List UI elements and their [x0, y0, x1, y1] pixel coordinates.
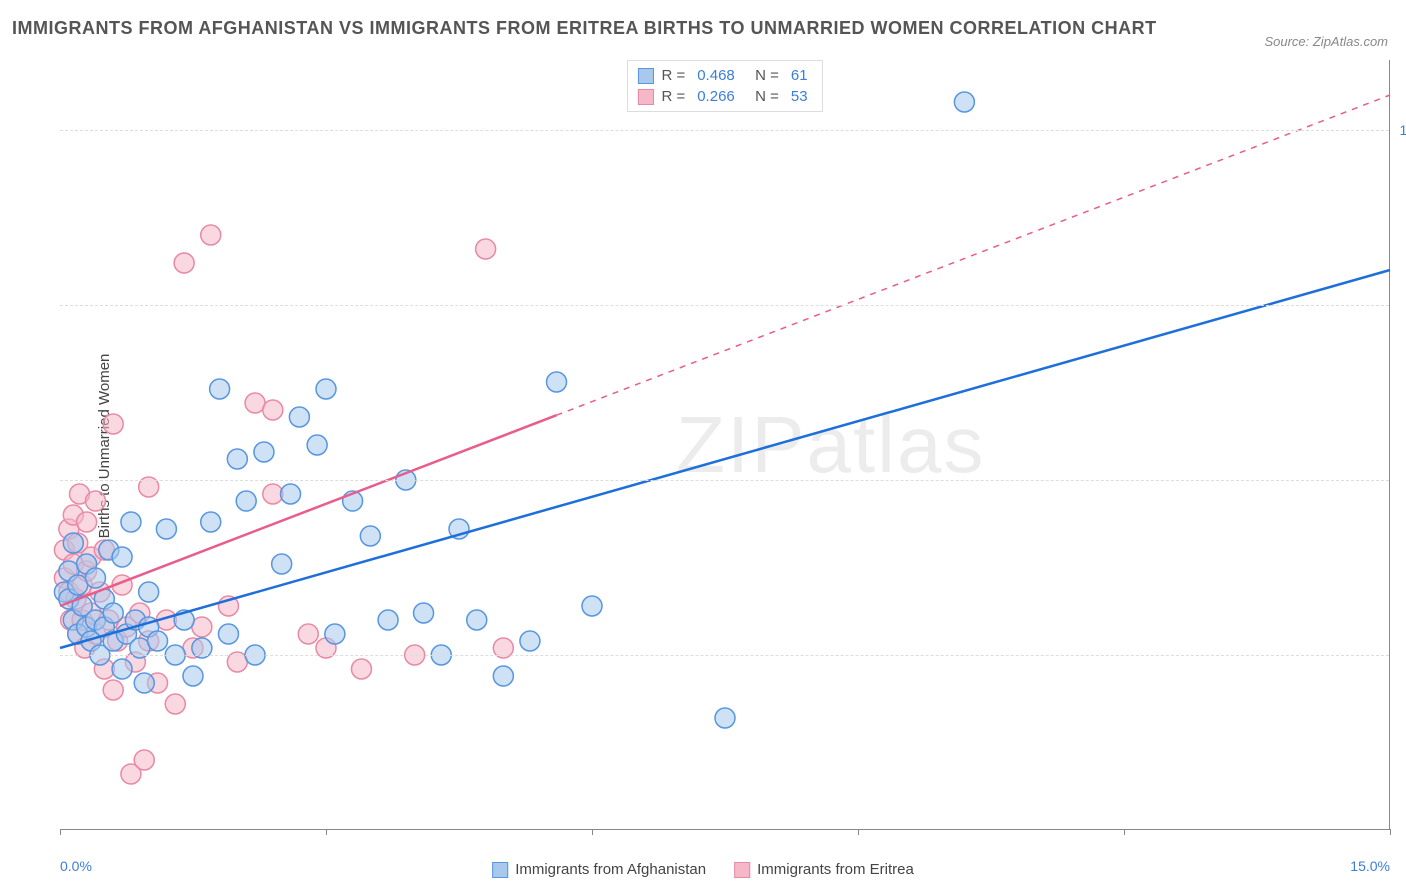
eritrea-r-value: 0.266: [697, 88, 735, 105]
series-legend: Immigrants from Afghanistan Immigrants f…: [492, 861, 914, 878]
scatter-point: [378, 610, 398, 630]
scatter-point: [289, 407, 309, 427]
scatter-point: [174, 253, 194, 273]
eritrea-n-value: 53: [791, 88, 808, 105]
legend-label-afghanistan: Immigrants from Afghanistan: [515, 861, 706, 878]
scatter-point: [210, 379, 230, 399]
scatter-point: [493, 666, 513, 686]
scatter-point: [520, 631, 540, 651]
plot-area: ZIPatlas R = 0.468 N = 61 R = 0.266 N = …: [60, 60, 1390, 830]
swatch-afghanistan-icon: [492, 862, 508, 878]
scatter-point: [183, 666, 203, 686]
scatter-point: [954, 92, 974, 112]
scatter-point: [112, 547, 132, 567]
y-tick-label: 25.0%: [1397, 647, 1406, 663]
scatter-point: [112, 659, 132, 679]
legend-item-afghanistan: Immigrants from Afghanistan: [492, 861, 706, 878]
swatch-eritrea: [637, 89, 653, 105]
n-label: N =: [747, 88, 779, 105]
gridline: [60, 655, 1389, 656]
scatter-point: [156, 519, 176, 539]
chart-title: IMMIGRANTS FROM AFGHANISTAN VS IMMIGRANT…: [12, 18, 1157, 39]
scatter-point: [316, 379, 336, 399]
scatter-point: [476, 239, 496, 259]
scatter-point: [715, 708, 735, 728]
x-tick-mark: [60, 829, 61, 835]
x-tick-mark: [1390, 829, 1391, 835]
afghanistan-r-value: 0.468: [697, 67, 735, 84]
scatter-point: [103, 680, 123, 700]
x-tick-mark: [858, 829, 859, 835]
x-tick-mark: [592, 829, 593, 835]
scatter-point: [201, 512, 221, 532]
y-tick-label: 50.0%: [1397, 472, 1406, 488]
source-attribution: Source: ZipAtlas.com: [1264, 34, 1388, 49]
n-label: N =: [747, 67, 779, 84]
scatter-point: [134, 750, 154, 770]
gridline: [60, 305, 1389, 306]
y-tick-label: 75.0%: [1397, 297, 1406, 313]
scatter-point: [307, 435, 327, 455]
scatter-point: [325, 624, 345, 644]
scatter-point: [467, 610, 487, 630]
stats-row-eritrea: R = 0.266 N = 53: [637, 86, 811, 107]
y-tick-label: 100.0%: [1397, 122, 1406, 138]
scatter-point: [103, 603, 123, 623]
scatter-point: [281, 484, 301, 504]
legend-label-eritrea: Immigrants from Eritrea: [757, 861, 914, 878]
scatter-plot-svg: [60, 60, 1389, 829]
scatter-point: [254, 442, 274, 462]
gridline: [60, 480, 1389, 481]
scatter-point: [236, 491, 256, 511]
scatter-point: [201, 225, 221, 245]
scatter-point: [272, 554, 292, 574]
x-axis-min-label: 0.0%: [60, 858, 92, 874]
scatter-point: [77, 512, 97, 532]
scatter-point: [139, 582, 159, 602]
scatter-point: [165, 694, 185, 714]
scatter-point: [85, 568, 105, 588]
scatter-point: [121, 512, 141, 532]
scatter-point: [63, 533, 83, 553]
scatter-point: [85, 491, 105, 511]
scatter-point: [103, 414, 123, 434]
scatter-point: [351, 659, 371, 679]
scatter-point: [414, 603, 434, 623]
scatter-point: [582, 596, 602, 616]
scatter-point: [227, 449, 247, 469]
scatter-point: [547, 372, 567, 392]
r-label: R =: [661, 67, 685, 84]
trend-line-dashed: [557, 95, 1390, 415]
legend-item-eritrea: Immigrants from Eritrea: [734, 861, 914, 878]
scatter-point: [263, 400, 283, 420]
swatch-afghanistan: [637, 68, 653, 84]
gridline: [60, 130, 1389, 131]
scatter-point: [298, 624, 318, 644]
x-tick-mark: [1124, 829, 1125, 835]
scatter-point: [218, 624, 238, 644]
scatter-point: [360, 526, 380, 546]
swatch-eritrea-icon: [734, 862, 750, 878]
x-tick-mark: [326, 829, 327, 835]
stats-row-afghanistan: R = 0.468 N = 61: [637, 65, 811, 86]
stats-legend: R = 0.468 N = 61 R = 0.266 N = 53: [626, 60, 822, 112]
x-axis-max-label: 15.0%: [1350, 858, 1390, 874]
afghanistan-n-value: 61: [791, 67, 808, 84]
scatter-point: [134, 673, 154, 693]
r-label: R =: [661, 88, 685, 105]
scatter-point: [148, 631, 168, 651]
